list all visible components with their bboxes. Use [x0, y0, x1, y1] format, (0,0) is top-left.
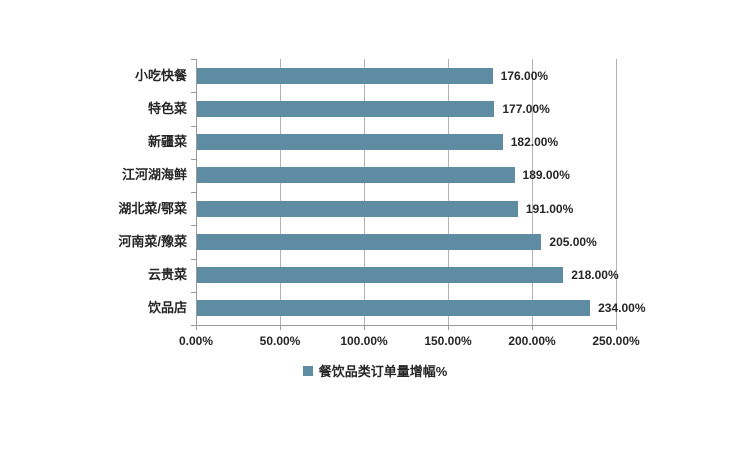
- value-label: 234.00%: [598, 301, 646, 316]
- value-label: 177.00%: [502, 101, 550, 116]
- x-axis-tick-mark: [532, 326, 533, 330]
- legend-swatch-icon: [302, 365, 313, 376]
- gridline: [532, 59, 533, 325]
- category-label: 江河湖海鲜: [121, 167, 187, 183]
- category-label: 新疆菜: [147, 134, 187, 150]
- bar: [197, 233, 542, 250]
- bar: [197, 267, 564, 284]
- y-axis-tick-mark: [191, 126, 196, 127]
- value-label: 189.00%: [522, 168, 570, 183]
- y-axis-tick-mark: [191, 92, 196, 93]
- category-label: 河南菜/豫菜: [118, 233, 187, 249]
- y-axis-tick-mark: [191, 192, 196, 193]
- category-label: 饮品店: [147, 300, 187, 316]
- value-label: 176.00%: [500, 68, 549, 83]
- value-label: 191.00%: [525, 201, 574, 216]
- x-axis-tick-mark: [448, 326, 449, 330]
- x-axis-tick-mark: [616, 326, 617, 330]
- y-axis-tick-mark: [191, 225, 196, 226]
- category-label: 云贵菜: [147, 267, 187, 283]
- plot-area: 176.00% 177.00% 182.00% 189.00% 191.00% 205.0…: [196, 59, 645, 326]
- gridline: [616, 59, 617, 325]
- x-axis-tick-mark: [280, 326, 281, 330]
- x-axis-tick-label: 250.00%: [592, 334, 640, 348]
- x-axis-tick-mark: [364, 326, 365, 330]
- y-axis-tick-mark: [191, 292, 196, 293]
- y-axis-tick-mark: [191, 259, 196, 260]
- value-label: 182.00%: [510, 135, 559, 150]
- legend-label: 餐饮品类订单量增幅%: [318, 364, 448, 379]
- y-axis-tick-mark: [191, 159, 196, 160]
- bar: [197, 134, 503, 151]
- value-label: 205.00%: [549, 234, 597, 249]
- x-axis-tick-label: 200.00%: [508, 334, 556, 348]
- bar: [197, 200, 518, 217]
- gridline: [448, 59, 449, 325]
- x-axis-tick-label: 100.00%: [340, 334, 388, 348]
- x-axis-tick-label: 50.00%: [259, 334, 301, 348]
- bar: [197, 100, 495, 117]
- y-axis-tick-mark: [191, 325, 196, 326]
- value-label: 218.00%: [571, 268, 619, 283]
- gridline: [364, 59, 365, 325]
- legend: 餐饮品类订单量增幅%: [0, 361, 750, 380]
- bar: [197, 300, 591, 317]
- gridline: [280, 59, 281, 325]
- category-label: 特色菜: [147, 100, 187, 116]
- x-axis-tick-label: 150.00%: [424, 334, 472, 348]
- x-axis-tick-label: 0.00%: [178, 334, 214, 348]
- bar: [197, 67, 493, 84]
- category-label: 湖北菜/鄂菜: [118, 200, 187, 216]
- bar: [197, 167, 515, 184]
- y-axis-tick-mark: [191, 59, 196, 60]
- category-label: 小吃快餐: [134, 67, 187, 83]
- x-axis-tick-mark: [196, 326, 197, 330]
- category-axis: 小吃快餐特色菜新疆菜江河湖海鲜湖北菜/鄂菜 河南菜/豫菜云贵菜饮品店: [0, 59, 187, 325]
